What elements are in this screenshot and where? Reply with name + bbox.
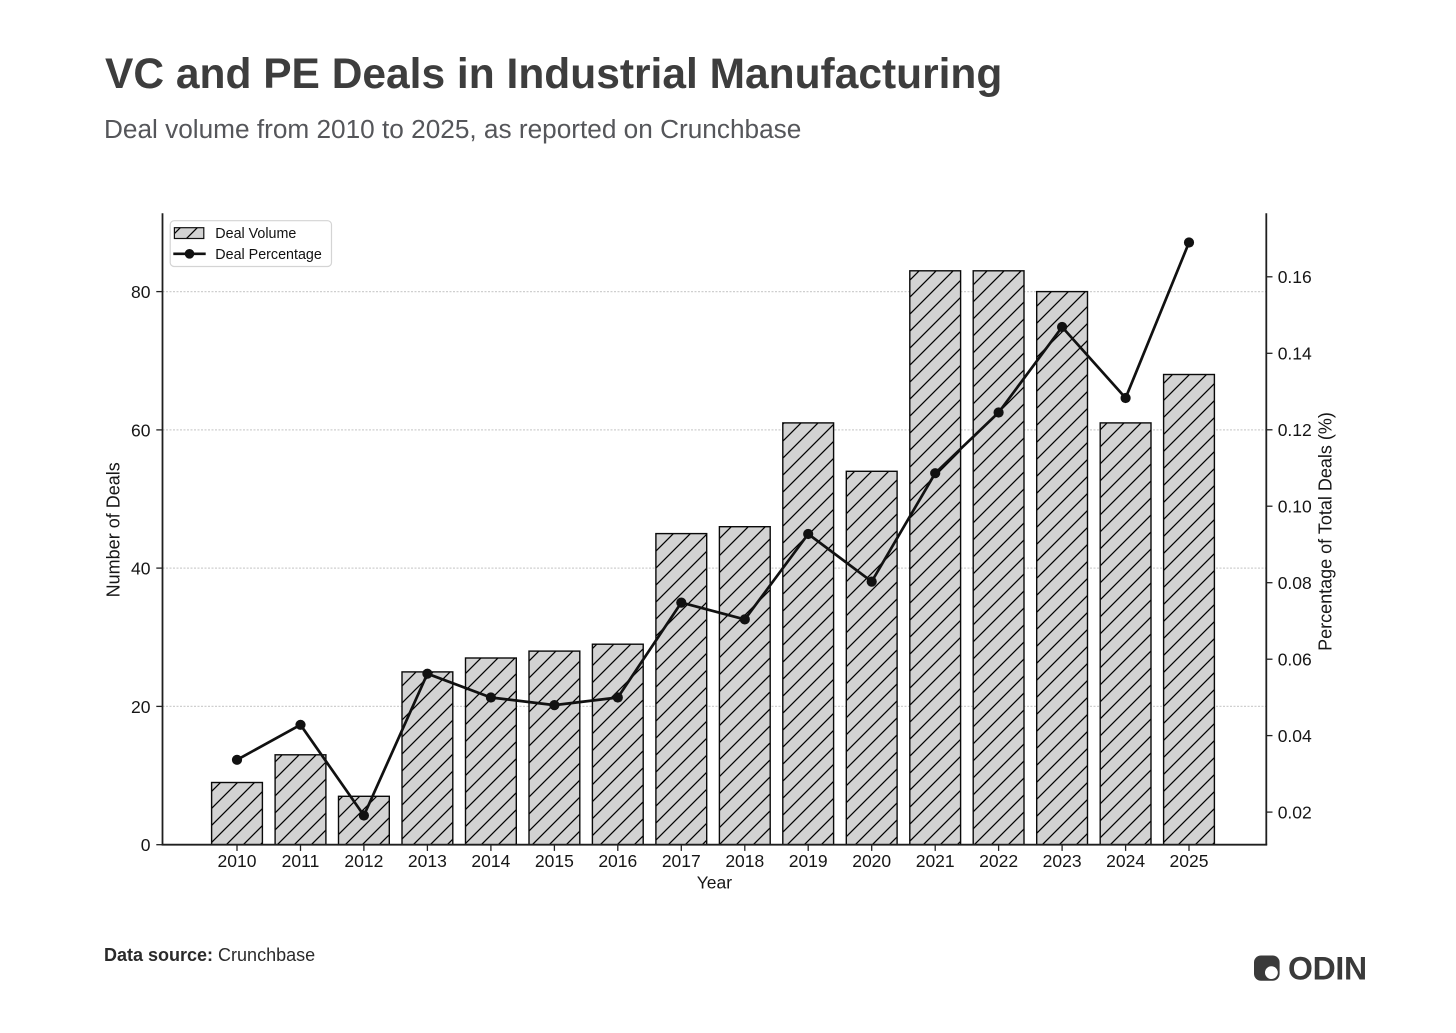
svg-text:0: 0 xyxy=(141,835,151,855)
svg-text:2015: 2015 xyxy=(535,851,574,871)
svg-text:2021: 2021 xyxy=(916,851,955,871)
svg-text:Data source: Crunchbase: Data source: Crunchbase xyxy=(104,945,315,965)
svg-text:0.06: 0.06 xyxy=(1278,650,1312,670)
svg-text:0.10: 0.10 xyxy=(1278,497,1312,517)
svg-text:Deal Volume: Deal Volume xyxy=(215,226,296,242)
svg-text:Number of Deals: Number of Deals xyxy=(104,462,124,597)
svg-text:20: 20 xyxy=(131,697,151,717)
svg-text:Percentage of Total Deals (%): Percentage of Total Deals (%) xyxy=(1315,412,1335,651)
svg-text:2017: 2017 xyxy=(662,851,701,871)
svg-text:40: 40 xyxy=(131,559,151,579)
svg-text:2018: 2018 xyxy=(725,851,764,871)
svg-text:0.02: 0.02 xyxy=(1278,803,1312,823)
svg-text:2025: 2025 xyxy=(1170,851,1209,871)
svg-text:2012: 2012 xyxy=(344,851,383,871)
svg-text:0.14: 0.14 xyxy=(1278,344,1312,364)
svg-text:ODIN: ODIN xyxy=(1288,951,1367,987)
svg-text:2011: 2011 xyxy=(282,851,320,871)
svg-text:0.12: 0.12 xyxy=(1278,420,1312,440)
svg-text:VC and PE Deals in Industrial: VC and PE Deals in Industrial Manufactur… xyxy=(105,51,1002,98)
svg-text:2022: 2022 xyxy=(979,851,1018,871)
svg-text:2023: 2023 xyxy=(1043,851,1082,871)
svg-text:2016: 2016 xyxy=(598,851,637,871)
svg-text:0.04: 0.04 xyxy=(1278,726,1312,746)
svg-text:2019: 2019 xyxy=(789,851,828,871)
svg-text:60: 60 xyxy=(131,420,151,440)
svg-text:2013: 2013 xyxy=(408,851,447,871)
svg-text:2010: 2010 xyxy=(218,851,257,871)
svg-text:2014: 2014 xyxy=(471,851,510,871)
svg-text:2020: 2020 xyxy=(852,851,891,871)
svg-text:Deal volume from 2010 to 2025,: Deal volume from 2010 to 2025, as report… xyxy=(104,114,801,144)
svg-text:2024: 2024 xyxy=(1106,851,1145,871)
svg-text:0.16: 0.16 xyxy=(1278,267,1312,287)
svg-text:80: 80 xyxy=(131,282,151,302)
svg-text:Year: Year xyxy=(697,872,733,892)
svg-text:Deal Percentage: Deal Percentage xyxy=(215,247,322,263)
svg-text:0.08: 0.08 xyxy=(1278,573,1312,593)
